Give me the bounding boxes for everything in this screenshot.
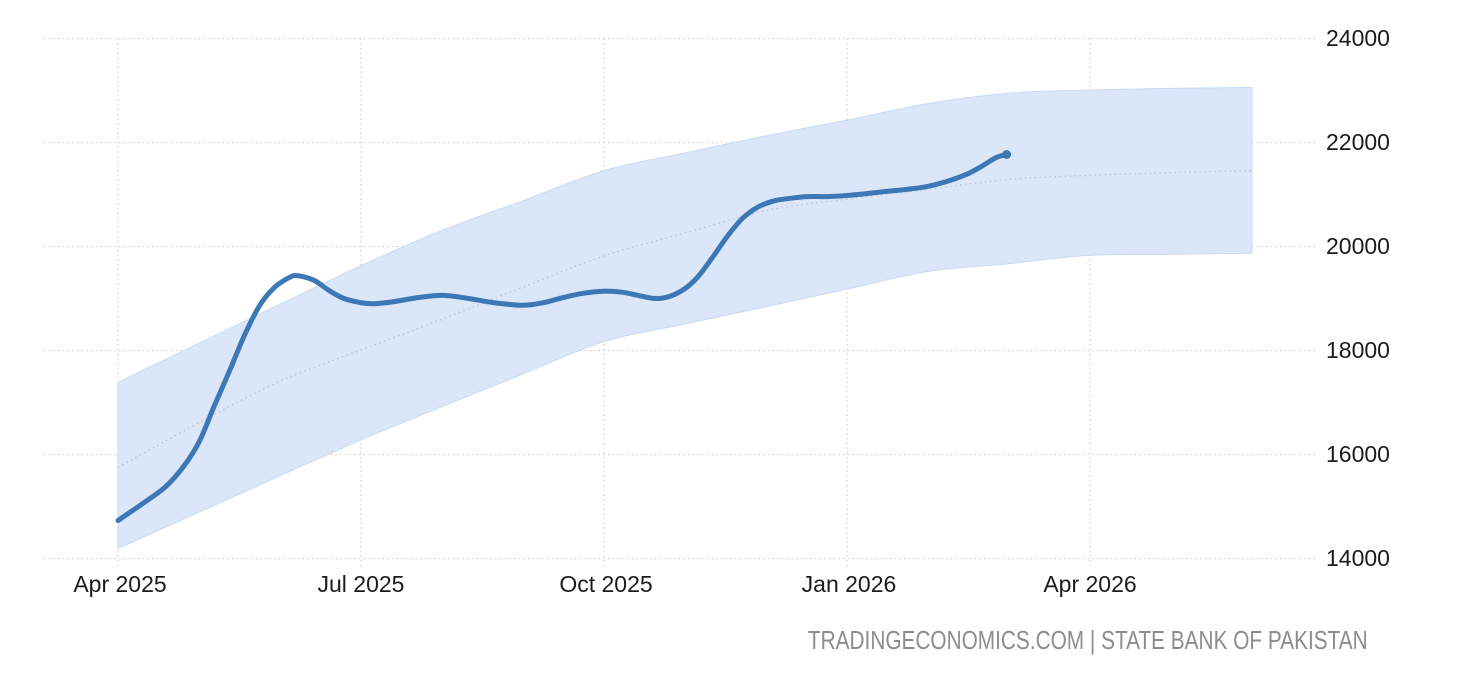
y-axis-tick-label: 18000: [1326, 337, 1390, 363]
x-axis-tick-label: Oct 2025: [559, 571, 653, 597]
y-axis-tick-label: 20000: [1326, 233, 1390, 259]
x-axis-tick-label: Apr 2026: [1043, 571, 1137, 597]
forecast-confidence-band: [117, 86, 1253, 550]
x-axis-tick-label: Apr 2025: [73, 571, 167, 597]
latest-value-dot: [1002, 150, 1012, 159]
y-axis-tick-label: 14000: [1326, 545, 1390, 571]
y-axis-tick-label: 22000: [1326, 129, 1390, 155]
actual-series-line: [115, 152, 1010, 523]
attribution-text: TRADINGECONOMICS.COM | STATE BANK OF PAK…: [808, 625, 1368, 655]
y-axis-tick-label: 24000: [1326, 25, 1390, 51]
x-axis-tick-label: Jan 2026: [801, 571, 897, 597]
forecast-trend-line: [117, 169, 1253, 469]
y-axis-tick-label: 16000: [1326, 441, 1390, 467]
x-axis-tick-label: Jul 2025: [317, 571, 405, 597]
